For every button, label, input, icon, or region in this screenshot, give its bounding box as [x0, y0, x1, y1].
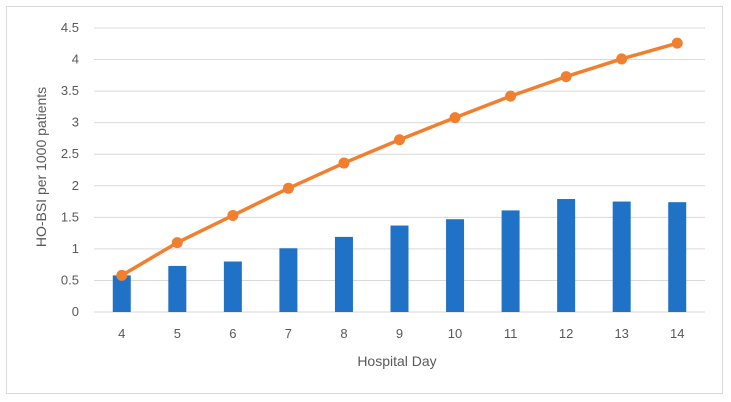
- bar: [390, 225, 409, 312]
- x-tick-label: 4: [118, 326, 125, 341]
- y-tick-label: 2.5: [61, 146, 79, 161]
- x-tick-label: 13: [614, 326, 628, 341]
- line-point: [227, 209, 239, 221]
- y-tick-label: 1: [72, 241, 79, 256]
- line-point: [671, 37, 683, 49]
- y-tick-label: 2: [72, 178, 79, 193]
- y-tick-label: 0: [72, 304, 79, 319]
- bar: [223, 261, 242, 312]
- x-tick-label: 8: [340, 326, 347, 341]
- bar: [557, 199, 576, 312]
- x-tick-label: 12: [559, 326, 573, 341]
- x-tick-label: 9: [396, 326, 403, 341]
- x-axis-title: Hospital Day: [357, 353, 436, 369]
- line-point: [171, 237, 183, 249]
- x-tick-label: 14: [670, 326, 684, 341]
- bar: [279, 248, 298, 312]
- bar: [446, 219, 465, 312]
- line-point: [116, 269, 128, 281]
- bar-series: [112, 199, 687, 312]
- y-tick-labels: 0 0.5 1 1.5 2 2.5 3 3.5 4 4.5: [61, 20, 79, 319]
- line-series: [116, 37, 683, 281]
- x-tick-label: 6: [229, 326, 236, 341]
- gridlines: [94, 27, 705, 313]
- bar: [612, 201, 631, 312]
- bar: [501, 210, 520, 312]
- x-tick-label: 7: [285, 326, 292, 341]
- line-point: [338, 157, 350, 169]
- y-tick-label: 3: [72, 115, 79, 130]
- x-tick-label: 5: [174, 326, 181, 341]
- line-point: [616, 53, 628, 65]
- line-point: [282, 182, 294, 194]
- y-tick-label: 3.5: [61, 83, 79, 98]
- y-axis-title: HO-BSI per 1000 patients: [33, 87, 49, 247]
- line-point: [505, 90, 517, 102]
- bar: [168, 265, 187, 312]
- y-tick-label: 4.5: [61, 20, 79, 35]
- bar: [112, 275, 131, 312]
- chart-frame: [6, 6, 723, 394]
- line-point: [560, 71, 572, 83]
- y-tick-label: 1.5: [61, 209, 79, 224]
- y-tick-label: 4: [72, 52, 79, 67]
- bar: [668, 202, 687, 312]
- line-point: [394, 134, 405, 146]
- x-tick-labels: 4 5 6 7 8 9 10 11 12 13 14: [118, 326, 684, 341]
- x-tick-label: 10: [448, 326, 462, 341]
- y-tick-label: 0.5: [61, 272, 79, 287]
- line-point: [449, 112, 461, 124]
- x-tick-label: 11: [504, 326, 518, 341]
- bar: [334, 236, 353, 312]
